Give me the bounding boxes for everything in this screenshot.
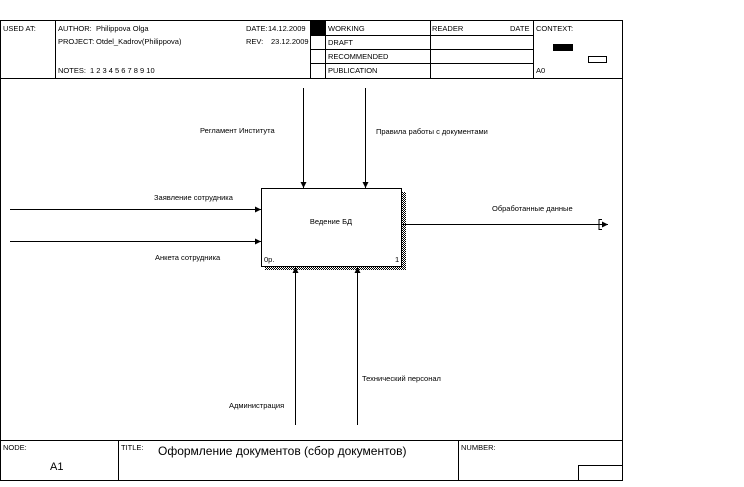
date-value: 14.12.2009 [268,24,306,33]
notes-label: NOTES: [58,66,86,75]
project-label: PROJECT: [58,37,94,46]
input-label-2: Анкета сотрудника [155,253,221,262]
control-label-1: Регламент Института [200,126,275,135]
rev-value: 23.12.2009 [271,37,309,46]
rev-label: REV: [246,37,263,46]
reader-label: READER [432,24,464,33]
project-value: Otdel_Kadrov(Philippova) [96,37,182,46]
author-value: Philippova Olga [96,24,149,33]
activity-cost: 0р. [264,255,274,264]
diagram-title: Оформление документов (сбор документов) [158,444,406,458]
status-draft: DRAFT [328,38,353,47]
input-label-1: Заявление сотрудника [154,193,234,202]
activity-name: Ведение БД [310,217,352,226]
status-working: WORKING [328,24,365,33]
context-parent-box [553,44,573,51]
footer-block [0,440,622,480]
date-label: DATE: [246,24,268,33]
working-status-marker [311,21,325,35]
status-recommended: RECOMMENDED [328,52,389,61]
author-label: AUTHOR: [58,24,92,33]
title-label: TITLE: [121,443,144,452]
mechanism-label-2: Технический персонал [362,374,441,383]
control-label-2: Правила работы с документами [376,127,488,136]
context-node: A0 [536,66,545,75]
box-shadow-right [401,192,406,270]
activity-box[interactable] [261,188,402,267]
reader-date-label: DATE [510,24,529,33]
notes-value: 1 2 3 4 5 6 7 8 9 10 [90,66,155,75]
node-label: NODE: [3,443,27,452]
header-block [0,20,622,79]
used-at-label: USED AT: [3,24,36,33]
output-label-1: Обработанные данные [492,204,573,213]
activity-number: 1 [395,255,399,264]
status-publication: PUBLICATION [328,66,377,75]
mechanism-label-1: Администрация [229,401,284,410]
context-box [588,56,607,63]
box-shadow-bottom [265,266,406,270]
number-label: NUMBER: [461,443,496,452]
tunnel-icon [598,219,602,230]
diagram-frame [0,20,623,481]
node-value: A1 [50,461,63,473]
context-label: CONTEXT: [536,24,573,33]
